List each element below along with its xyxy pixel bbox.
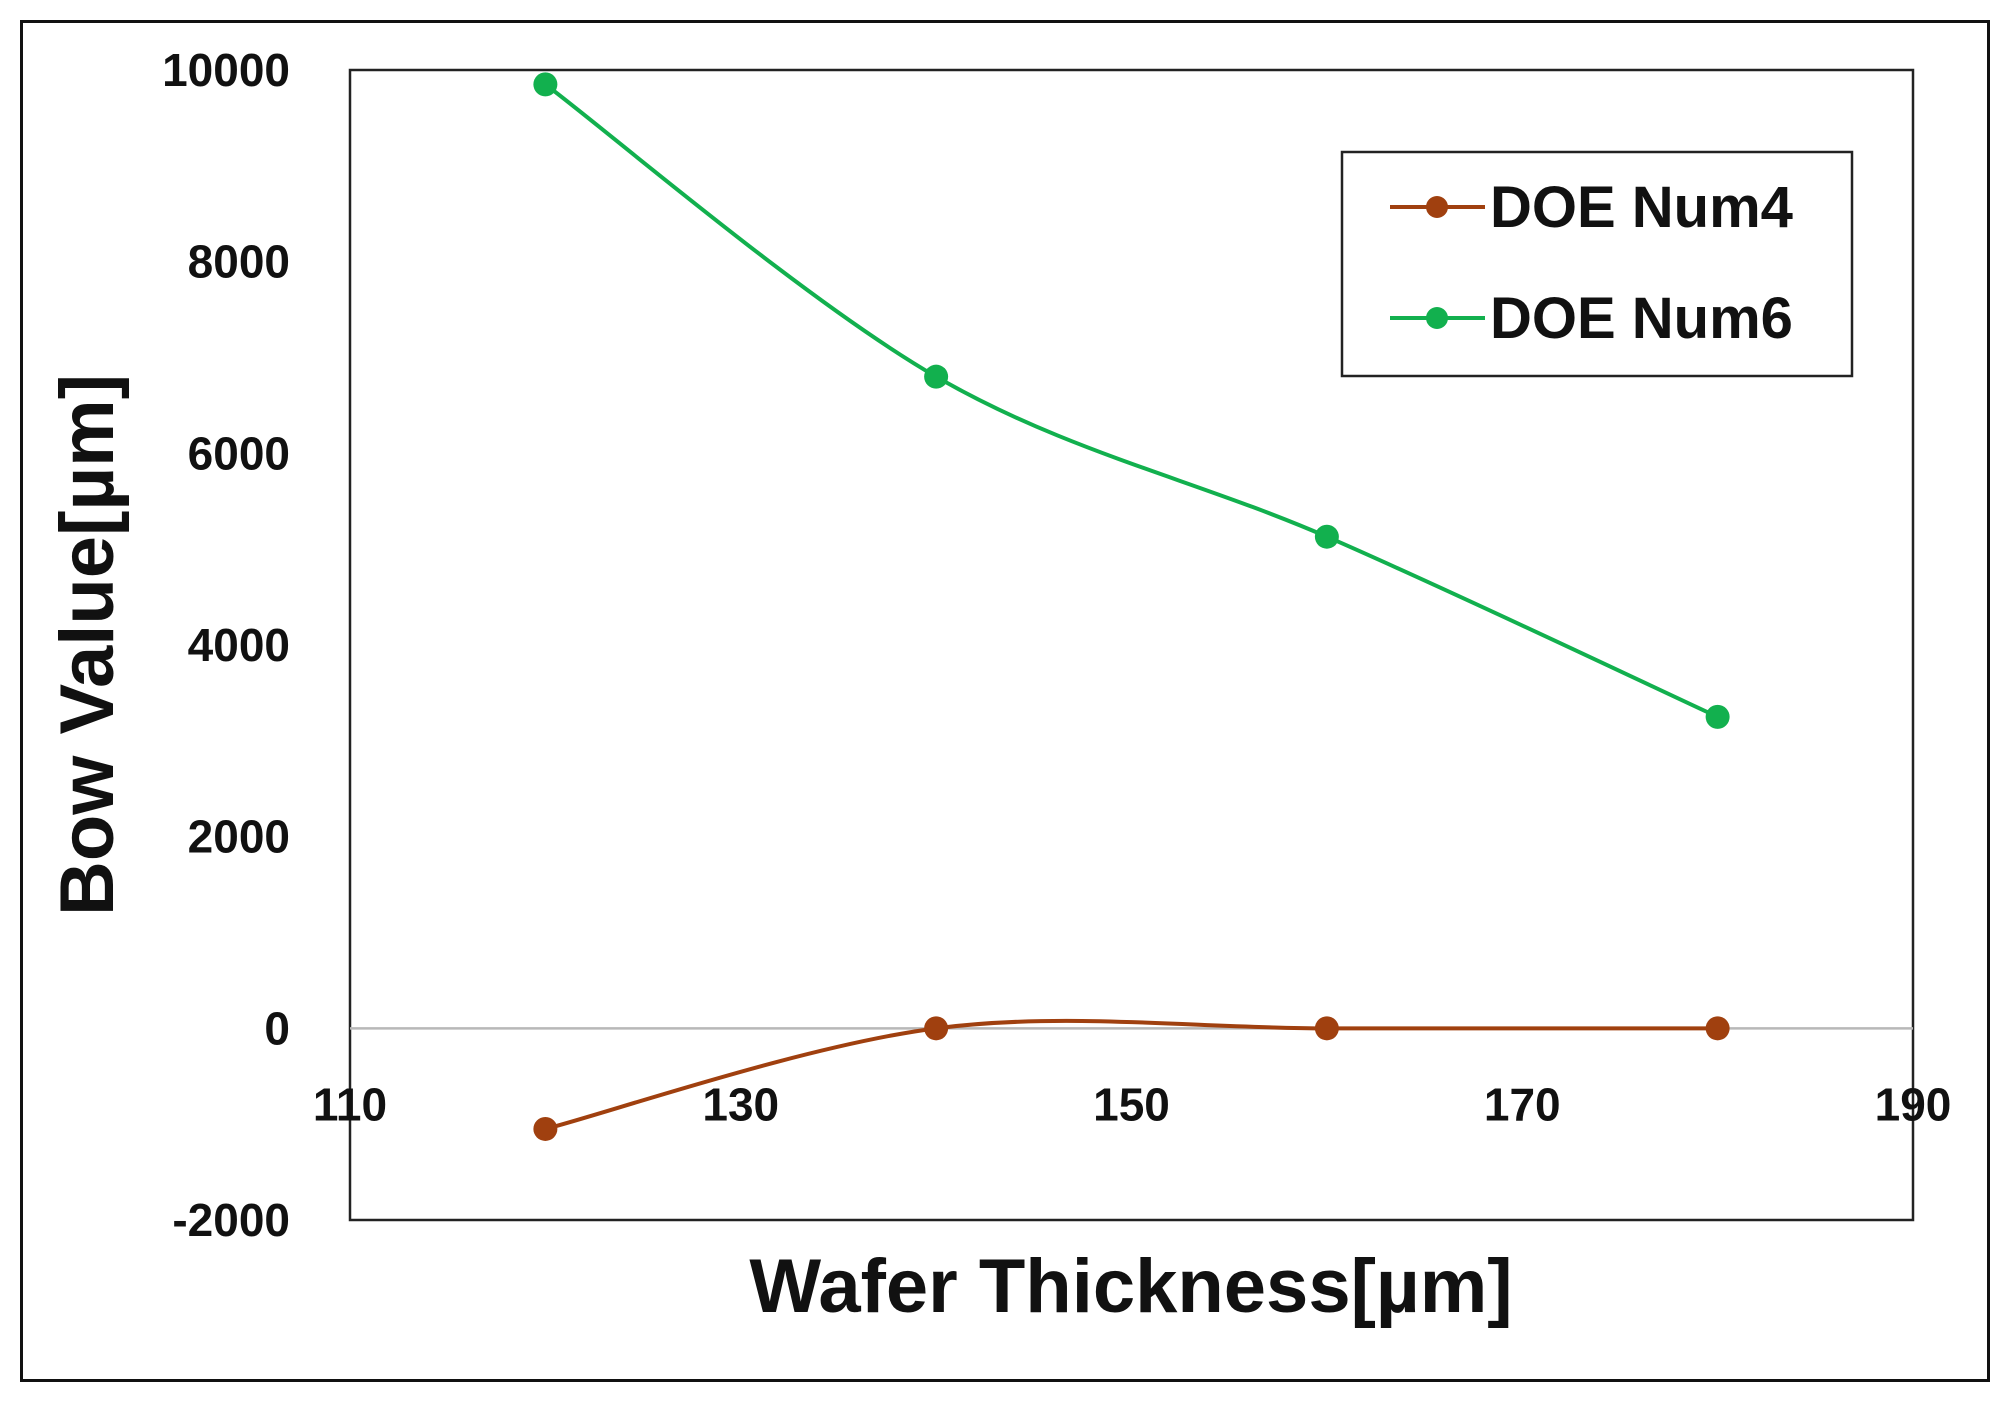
series-layer xyxy=(533,72,1730,1141)
y-axis-ticks: -2000 0 2000 4000 6000 8000 10000 xyxy=(162,44,290,1246)
data-point-doe-num6 xyxy=(1314,524,1339,549)
legend: DOE Num4 DOE Num6 xyxy=(1340,150,1854,378)
y-tick-label: 2000 xyxy=(188,811,290,863)
y-tick-label: 4000 xyxy=(188,619,290,671)
data-point-doe-num6 xyxy=(924,364,949,389)
x-tick-label: 190 xyxy=(1875,1078,1952,1130)
legend-marker-doe-num6 xyxy=(1426,307,1448,329)
y-axis-title: Bow Value[µm] xyxy=(45,374,130,916)
legend-label-doe-num4: DOE Num4 xyxy=(1490,175,1793,240)
y-tick-label: 10000 xyxy=(162,44,290,96)
x-axis-title: Wafer Thickness[µm] xyxy=(749,1244,1512,1329)
x-axis-ticks: 110 130 150 170 190 xyxy=(313,1078,1951,1130)
data-point-doe-num4 xyxy=(533,1116,558,1141)
data-point-doe-num4 xyxy=(1705,1016,1730,1041)
series-line-doe-num6 xyxy=(544,82,1719,719)
data-point-doe-num6 xyxy=(1705,704,1730,729)
legend-box xyxy=(1340,150,1854,378)
x-tick-label: 170 xyxy=(1484,1078,1561,1130)
y-tick-label: -2000 xyxy=(172,1194,290,1246)
x-tick-label: 110 xyxy=(313,1078,387,1130)
series-line-doe-num4 xyxy=(544,1018,1718,1131)
x-tick-label: 150 xyxy=(1093,1078,1170,1130)
y-tick-label: 6000 xyxy=(188,427,290,479)
data-point-doe-num4 xyxy=(1314,1016,1339,1041)
data-point-doe-num4 xyxy=(924,1016,949,1041)
y-tick-label: 8000 xyxy=(188,236,290,288)
legend-marker-doe-num4 xyxy=(1426,196,1448,218)
plot-area xyxy=(348,68,1915,1222)
y-tick-label: 0 xyxy=(264,1002,290,1054)
legend-label-doe-num6: DOE Num6 xyxy=(1490,286,1793,351)
data-point-doe-num6 xyxy=(533,72,558,97)
x-tick-label: 130 xyxy=(702,1078,779,1130)
